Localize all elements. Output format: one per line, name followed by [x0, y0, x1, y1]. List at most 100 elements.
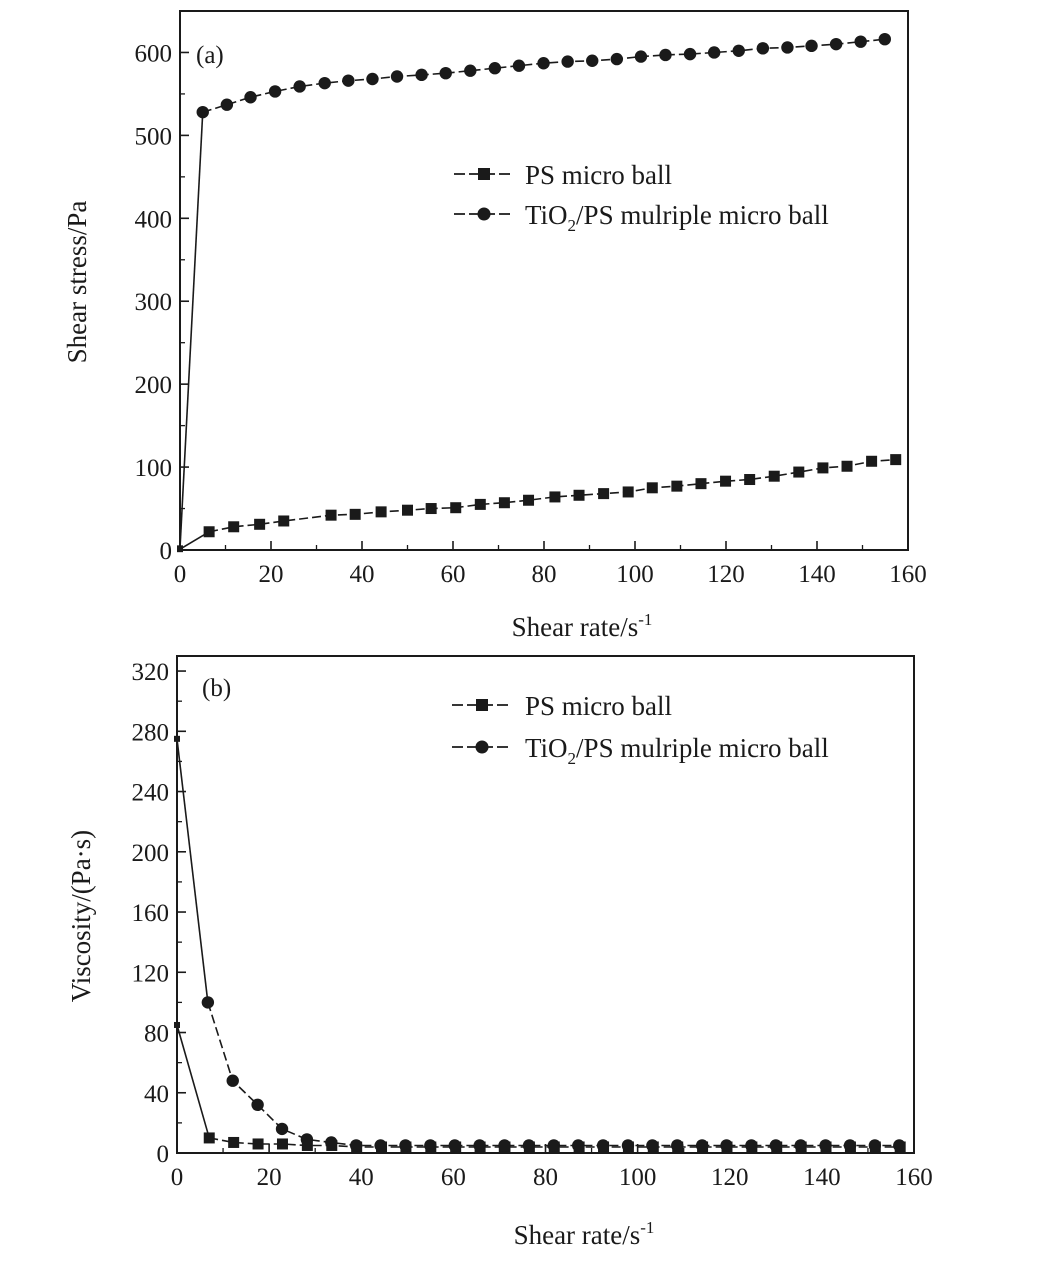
y-tick-label: 80 [144, 1021, 169, 1048]
y-tick-label: 500 [135, 123, 173, 150]
x-tick-label: 140 [803, 1164, 841, 1191]
data-point [177, 545, 183, 552]
data-point-circle [220, 98, 234, 111]
y-tick-label: 300 [135, 289, 173, 316]
y-tick-label: 280 [132, 719, 170, 746]
data-point-circle [374, 1139, 387, 1152]
data-point-circle [390, 70, 404, 83]
data-point-circle [854, 35, 867, 48]
legend-square-marker [478, 168, 490, 180]
data-point-circle [342, 74, 355, 87]
legend-circle-marker [475, 740, 489, 754]
data-point-circle [226, 1074, 239, 1087]
x-tick-label: 20 [257, 1164, 282, 1191]
tick-labels: 0 20 40 60 80 100 120 140 160 0 40 80 120 160 200 240 28… [132, 659, 933, 1191]
data-point-square [276, 1138, 288, 1150]
data-point-square [744, 474, 756, 486]
y-tick-label: 0 [160, 538, 173, 565]
y-axis-title: Viscosity/(Pa·s) [66, 830, 96, 1002]
data-point-circle [621, 1139, 635, 1152]
data-point-circle [646, 1139, 659, 1152]
x-axis-title: Shear rate/s-1 [514, 1218, 655, 1250]
data-point-circle [868, 1139, 882, 1152]
legend-label: TiO2/PS mulriple micro ball [525, 200, 829, 235]
data-point-circle [561, 55, 574, 68]
y-tick-label: 200 [132, 840, 170, 867]
x-tick-label: 160 [889, 561, 927, 588]
data-point-square [402, 504, 413, 516]
y-tick-label: 400 [135, 206, 173, 233]
legend-square-marker [476, 699, 488, 711]
y-axis-title: Shear stress/Pa [62, 201, 92, 364]
data-point-circle [720, 1139, 733, 1152]
data-point-circle [732, 44, 745, 58]
series-line-segment [176, 738, 209, 1003]
data-point [174, 735, 180, 742]
data-point-square [768, 470, 780, 482]
data-point-square [278, 515, 290, 527]
data-point-square [228, 521, 240, 533]
legend-item-tio2: TiO2/PS mulriple micro ball [454, 200, 829, 235]
tick-labels: 0 20 40 60 80 100 120 140 160 0 100 200 300 400 500 600 [135, 40, 927, 588]
data-point-circle [300, 1133, 314, 1146]
data-point-circle [893, 1139, 906, 1152]
data-point-square [817, 462, 829, 474]
data-point-circle [325, 1136, 338, 1149]
data-point-circle [201, 996, 215, 1009]
data-point-circle [769, 1139, 783, 1152]
data-point-circle [695, 1139, 709, 1152]
data-point-circle [415, 68, 428, 82]
y-tick-label: 100 [135, 455, 173, 482]
legend-item-ps: PS micro ball [452, 691, 672, 721]
data-point-square [498, 497, 510, 509]
y-tick-label: 240 [132, 780, 170, 807]
data-point-circle [366, 72, 379, 86]
data-point-square [573, 489, 585, 501]
data-point-square [203, 526, 215, 538]
data-point-circle [756, 42, 770, 55]
data-point-circle [610, 52, 623, 66]
data-point-circle [572, 1139, 585, 1152]
panel-label: (b) [202, 675, 231, 702]
data-point-circle [707, 46, 721, 59]
data-point-circle [819, 1139, 832, 1152]
data-point-square [425, 503, 437, 515]
data-point-square [622, 486, 634, 498]
series-line-segment [179, 112, 204, 549]
data-point-circle [878, 32, 891, 46]
y-tick-label: 40 [144, 1081, 169, 1108]
legend-label: TiO2/PS mulriple micro ball [525, 733, 829, 768]
x-axis-title: Shear rate/s-1 [512, 610, 653, 642]
data-point-circle [781, 41, 794, 54]
data-point-circle [596, 1139, 610, 1152]
data-point-circle [498, 1139, 511, 1152]
legend-label: PS micro ball [525, 160, 672, 190]
data-point-circle [512, 59, 526, 72]
y-tick-label: 120 [132, 960, 170, 987]
y-tick-label: 200 [135, 372, 173, 399]
y-tick-label: 160 [132, 900, 170, 927]
data-point-circle [522, 1139, 536, 1152]
series-line [207, 1002, 900, 1147]
legend-item-tio2: TiO2/PS mulriple micro ball [452, 733, 829, 768]
x-tick-label: 60 [441, 1164, 466, 1191]
series-layer [177, 32, 902, 553]
x-tick-label: 120 [711, 1164, 749, 1191]
data-point-square [671, 480, 683, 492]
data-point-square [549, 491, 561, 503]
legend: PS micro ball TiO2/PS mulriple micro bal… [454, 160, 829, 235]
x-tick-label: 120 [707, 561, 745, 588]
data-point-square [523, 494, 535, 506]
data-point-square [695, 478, 707, 490]
panel-label: (a) [196, 42, 224, 69]
data-point-circle [196, 105, 209, 119]
data-point-circle [251, 1098, 264, 1112]
data-point-square [254, 518, 266, 530]
x-tick-label: 40 [350, 561, 375, 588]
legend-label: PS micro ball [525, 691, 672, 721]
data-point-square [474, 498, 486, 510]
y-tick-label: 0 [157, 1141, 170, 1168]
data-point-circle [537, 57, 550, 70]
data-point-circle [349, 1139, 363, 1152]
